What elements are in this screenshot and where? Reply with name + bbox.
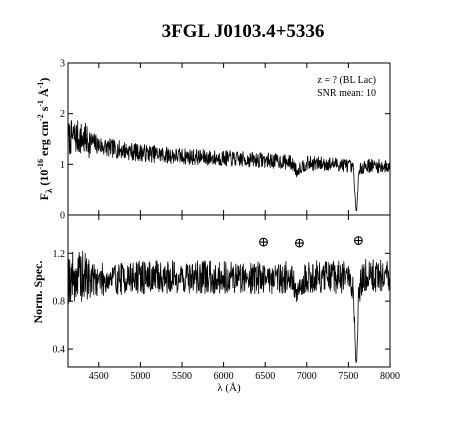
top-y-tick-label: 3 — [60, 59, 65, 70]
telluric-marker: ⊕ — [293, 237, 305, 252]
top-y-tick-label: 0 — [60, 211, 65, 222]
redshift-note: z = ? (BL Lac) — [317, 75, 376, 86]
bottom-panel-ticks: 0.4 0.8 1.2 4500 5000 5500 6000 6500 7000 7500 800… — [53, 215, 400, 382]
top-panel-ticks: 0 1 2 3 — [60, 59, 391, 222]
bottom-y-tick-label: 0.4 — [53, 345, 66, 356]
top-y-axis-label: Fλ (10-16 erg cm-2 s-1 Å-1) — [36, 78, 54, 201]
bottom-x-tick-label: 7500 — [338, 371, 358, 382]
flux-axis-label: Fλ (10-16 erg cm-2 s-1 Å-1) — [36, 78, 54, 201]
top-y-tick-label: 1 — [60, 160, 65, 171]
bottom-x-tick-label: 6500 — [255, 371, 275, 382]
bottom-x-tick-label: 6000 — [214, 371, 234, 382]
norm-spec-axis-label: Norm. Spec. — [31, 261, 45, 324]
bottom-panel: 0.4 0.8 1.2 4500 5000 5500 6000 6500 7000 7500 800… — [31, 214, 400, 394]
bottom-x-tick-label: 5000 — [130, 371, 150, 382]
telluric-marker: ⊕ — [258, 235, 270, 250]
bottom-y-tick-label: 1.2 — [53, 249, 66, 260]
telluric-marker: ⊕ — [353, 234, 365, 249]
chart-title: 3FGL J0103.4+5336 — [162, 21, 325, 42]
bottom-x-tick-label: 7000 — [297, 371, 317, 382]
top-panel-annotations: z = ? (BL Lac) SNR mean: 10 — [317, 75, 376, 99]
bottom-x-tick-label: 5500 — [172, 371, 192, 382]
snr-note: SNR mean: 10 — [317, 88, 376, 99]
bottom-x-tick-label: 4500 — [89, 371, 109, 382]
bottom-spectrum-line — [67, 250, 391, 363]
top-y-tick-label: 2 — [60, 109, 65, 120]
telluric-markers: ⊕ ⊕ ⊕ — [258, 234, 365, 251]
bottom-x-tick-label: 8000 — [380, 371, 400, 382]
top-panel: 0 1 2 3 z = ? (BL Lac) SNR mean: 10 Fλ (10-… — [36, 59, 391, 222]
top-spectrum-line — [67, 120, 391, 211]
wavelength-axis-label: λ (Å) — [217, 382, 241, 394]
bottom-y-tick-label: 0.8 — [53, 297, 66, 308]
